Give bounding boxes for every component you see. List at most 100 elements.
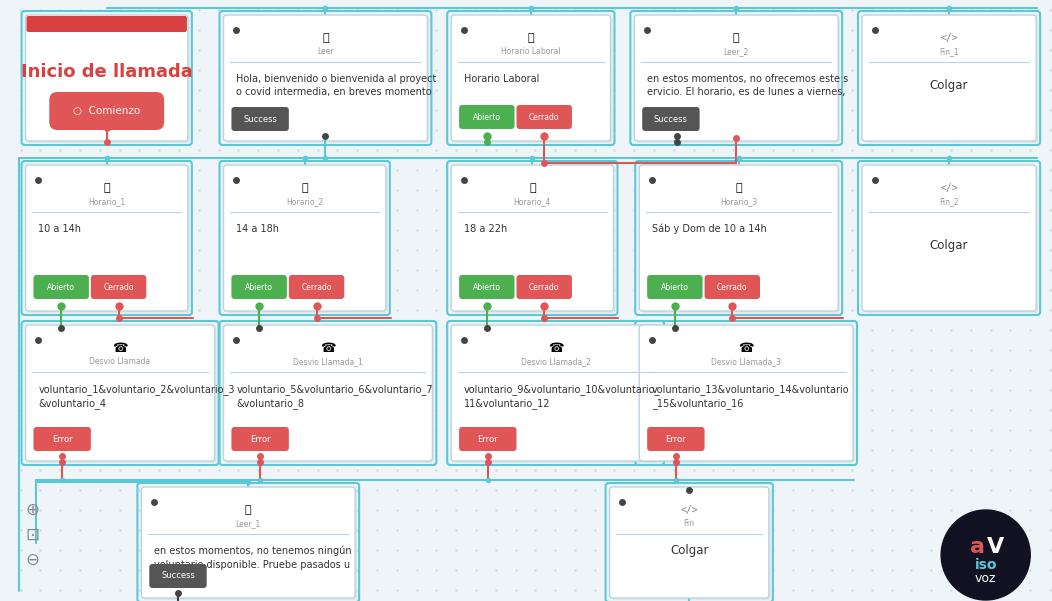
Text: ☎: ☎ [113,341,128,355]
Text: Colgar: Colgar [930,79,968,93]
Text: Abierto: Abierto [47,282,75,291]
FancyBboxPatch shape [642,107,700,131]
FancyBboxPatch shape [149,564,206,588]
Text: Abierto: Abierto [472,282,501,291]
Text: Cerrado: Cerrado [529,112,560,121]
Text: Hola, bienvenido o bienvenida al proyect
o covid intermedia, en breves momento: Hola, bienvenido o bienvenida al proyect… [237,74,437,97]
Text: Horario Laboral: Horario Laboral [501,47,561,56]
FancyBboxPatch shape [640,165,838,311]
FancyBboxPatch shape [225,17,429,143]
FancyBboxPatch shape [27,327,217,463]
FancyBboxPatch shape [90,275,146,299]
FancyBboxPatch shape [25,15,188,141]
Text: Horario_2: Horario_2 [286,198,323,207]
FancyBboxPatch shape [862,165,1036,311]
Text: 📔: 📔 [245,505,251,515]
FancyBboxPatch shape [453,167,615,313]
FancyBboxPatch shape [231,275,287,299]
FancyBboxPatch shape [451,15,610,141]
FancyBboxPatch shape [459,275,514,299]
Text: voluntario_5&voluntario_6&voluntario_7
&voluntario_8: voluntario_5&voluntario_6&voluntario_7 &… [237,384,433,409]
Text: Abierto: Abierto [245,282,274,291]
Circle shape [942,510,1030,600]
Text: Abierto: Abierto [661,282,689,291]
Text: V: V [987,537,1005,557]
Text: Desvio Llamada_2: Desvio Llamada_2 [521,358,590,367]
Text: Fin_1: Fin_1 [939,47,958,56]
Text: iso: iso [974,558,997,572]
Text: 14 a 18h: 14 a 18h [237,224,280,234]
Text: voz: voz [975,573,996,585]
Text: 10 a 14h: 10 a 14h [39,224,81,234]
Text: 📔: 📔 [322,33,329,43]
Text: a: a [970,537,986,557]
FancyBboxPatch shape [25,325,215,461]
Text: Cerrado: Cerrado [529,282,560,291]
Text: </>: </> [940,183,958,193]
FancyBboxPatch shape [642,167,841,313]
Text: 📅: 📅 [301,183,308,193]
Text: Sáb y Dom de 10 a 14h: Sáb y Dom de 10 a 14h [652,224,767,234]
Text: Desvio Llamada_3: Desvio Llamada_3 [711,358,782,367]
Text: Error: Error [478,435,498,444]
Text: 📅: 📅 [529,183,535,193]
Text: ☎: ☎ [739,341,754,355]
FancyBboxPatch shape [864,17,1038,143]
FancyBboxPatch shape [225,327,434,463]
Text: ⊖: ⊖ [25,551,39,569]
FancyBboxPatch shape [223,325,432,461]
FancyBboxPatch shape [26,16,187,32]
FancyBboxPatch shape [647,275,703,299]
Text: 📅: 📅 [735,183,742,193]
Text: Leer_2: Leer_2 [724,47,749,56]
FancyBboxPatch shape [289,275,344,299]
FancyBboxPatch shape [459,427,517,451]
FancyBboxPatch shape [459,105,514,129]
Text: voluntario_9&voluntario_10&voluntario_
11&voluntario_12: voluntario_9&voluntario_10&voluntario_ 1… [464,384,661,409]
FancyBboxPatch shape [640,325,853,461]
Text: Cerrado: Cerrado [717,282,748,291]
FancyBboxPatch shape [141,487,356,598]
Text: Success: Success [161,572,195,581]
Text: voluntario_1&voluntario_2&voluntario_3
&voluntario_4: voluntario_1&voluntario_2&voluntario_3 &… [39,384,235,409]
FancyBboxPatch shape [27,17,189,143]
Text: Leer_1: Leer_1 [236,519,261,528]
FancyBboxPatch shape [647,427,705,451]
FancyBboxPatch shape [642,327,855,463]
FancyBboxPatch shape [705,275,760,299]
Text: Cerrado: Cerrado [301,282,331,291]
Text: Horario_3: Horario_3 [721,198,757,207]
FancyBboxPatch shape [862,15,1036,141]
Text: Inicio de llamada: Inicio de llamada [21,63,193,81]
FancyBboxPatch shape [223,15,427,141]
FancyBboxPatch shape [609,487,769,598]
Text: 📔: 📔 [733,33,740,43]
FancyBboxPatch shape [517,105,572,129]
Text: Horario Laboral: Horario Laboral [464,74,540,84]
Text: Desvio Llamada_1: Desvio Llamada_1 [294,358,363,367]
Text: Cerrado: Cerrado [103,282,134,291]
Text: Fin_2: Fin_2 [939,198,958,207]
Text: Horario_4: Horario_4 [513,198,551,207]
Text: 📅: 📅 [527,33,534,43]
FancyBboxPatch shape [225,167,388,313]
FancyBboxPatch shape [25,165,188,311]
Text: Desvio Llamada: Desvio Llamada [89,358,150,367]
Text: </>: </> [940,33,958,43]
FancyBboxPatch shape [34,275,89,299]
Text: Success: Success [243,115,277,123]
FancyBboxPatch shape [451,165,613,311]
FancyBboxPatch shape [453,327,662,463]
Text: Horario_1: Horario_1 [88,198,125,207]
Text: ☎: ☎ [548,341,564,355]
FancyBboxPatch shape [634,15,838,141]
Text: Colgar: Colgar [670,544,708,557]
Text: Fin: Fin [684,519,694,528]
Text: Abierto: Abierto [472,112,501,121]
Text: </>: </> [681,505,699,515]
FancyBboxPatch shape [451,325,660,461]
Text: Colgar: Colgar [930,240,968,252]
FancyBboxPatch shape [231,107,289,131]
Text: voluntario_13&voluntario_14&voluntario
_15&voluntario_16: voluntario_13&voluntario_14&voluntario _… [652,384,850,409]
Text: ☎: ☎ [320,341,336,355]
